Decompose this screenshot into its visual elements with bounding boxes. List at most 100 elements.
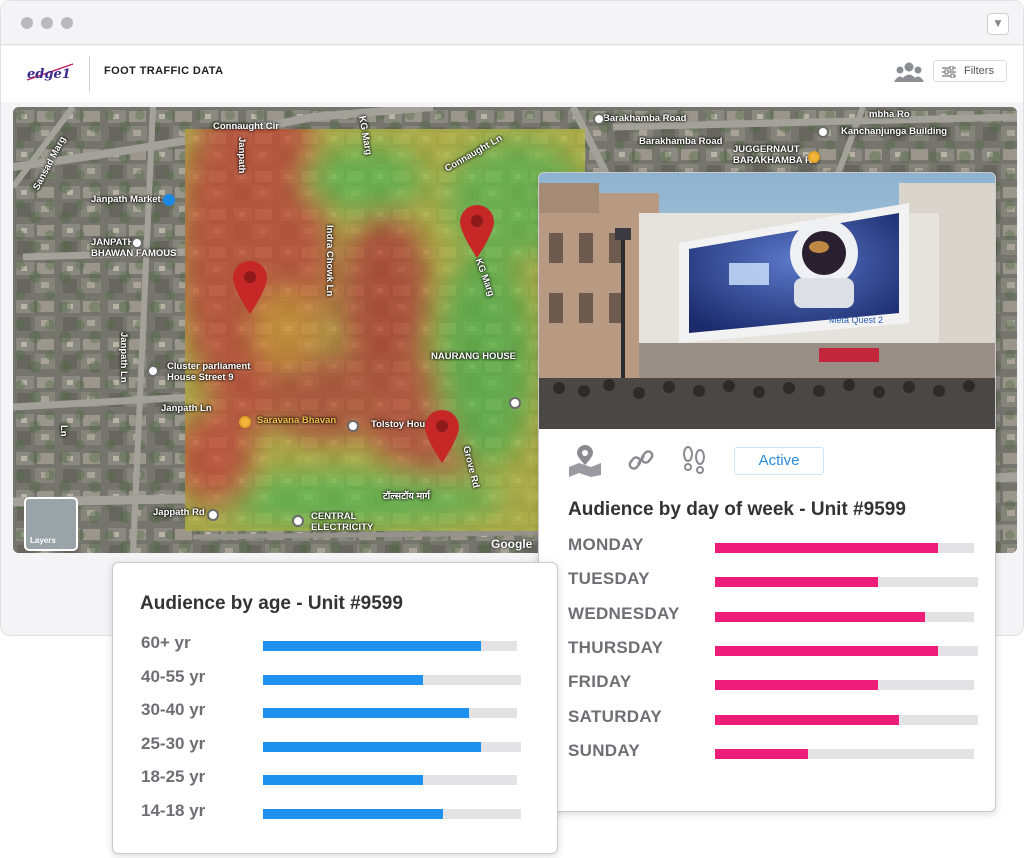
map-label-central-electricity: CENTRAL ELECTRICITY <box>311 511 374 533</box>
poi-janpath-bhawan-icon[interactable] <box>131 237 143 249</box>
svg-text:edge1: edge1 <box>27 67 71 82</box>
map-label-janpath-bhawan: JANPATH BHAWAN FAMOUS <box>91 237 177 259</box>
app-header: edge1 FOOT TRAFFIC DATA Filters <box>1 46 1023 102</box>
day-row: SUNDAY <box>568 741 988 771</box>
poi-janpath-market-icon[interactable] <box>163 194 175 206</box>
filters-label: Filters <box>964 65 994 77</box>
map-label-indra-chowk: Indra Chowk Ln <box>324 225 335 297</box>
page-title: FOOT TRAFFIC DATA <box>104 65 224 77</box>
day-bar-fill <box>715 577 878 588</box>
age-bar-track <box>263 641 517 651</box>
day-label: SATURDAY <box>568 706 663 726</box>
age-bar-track <box>263 674 521 685</box>
day-bar-fill <box>715 748 808 759</box>
map-label-road-sw: Ln <box>58 425 69 437</box>
age-label: 18-25 yr <box>141 767 206 787</box>
map-label-connaught-cir: Connaught Cir <box>213 121 279 132</box>
age-label: 25-30 yr <box>141 733 206 753</box>
day-bar-fill <box>715 680 878 691</box>
age-bar-track <box>263 708 517 719</box>
map-label-naurang-house: NAURANG HOUSE <box>431 351 516 362</box>
day-label: FRIDAY <box>568 672 632 692</box>
map-label-barakhamba-road-2: Barakhamba Road <box>639 136 723 147</box>
day-bar-fill <box>715 543 938 553</box>
map-label-cluster-parliament: Cluster parliament House Street 9 <box>167 361 251 383</box>
audience-users-icon[interactable] <box>894 61 924 83</box>
map-label-road-e1: mbha Ro <box>869 109 910 120</box>
map-label-barakhamba-road: Barakhamba Road <box>603 113 687 124</box>
poi-central-electricity-icon[interactable] <box>292 515 304 527</box>
unit-details-card: Meta Quest 2 <box>538 172 996 812</box>
layers-label: Layers <box>30 536 56 545</box>
day-bar-fill <box>715 714 899 725</box>
link-icon[interactable] <box>627 445 655 475</box>
age-bar-track <box>263 741 521 752</box>
day-bar-track <box>715 748 974 759</box>
day-bar-track <box>715 714 978 725</box>
map-location-icon[interactable] <box>567 445 603 477</box>
age-label: 14-18 yr <box>141 801 206 820</box>
day-label: TUESDAY <box>568 569 650 589</box>
filters-button[interactable]: Filters <box>933 60 1007 82</box>
day-bar-track <box>715 680 974 691</box>
poi-juggernaut-icon[interactable] <box>808 151 820 163</box>
map-label-janpath-ln-2: Janpath Ln <box>161 403 212 414</box>
location-pin-2-icon[interactable] <box>458 203 496 259</box>
day-bar-fill <box>715 645 938 656</box>
map-label-janpath-market: Janpath Market <box>91 194 161 205</box>
poi-saravana-icon[interactable] <box>239 416 251 428</box>
unit-icon-row: Active <box>539 443 995 479</box>
day-row: MONDAY <box>568 535 988 565</box>
age-row: 18-25 yr <box>141 767 541 797</box>
age-label: 60+ yr <box>141 633 191 652</box>
map-label-kanchanjunga: Kanchanjunga Building <box>841 126 948 137</box>
age-bar-fill <box>263 775 423 786</box>
day-bar-track <box>715 645 978 656</box>
age-chart-title: Audience by age - Unit #9599 <box>140 593 403 614</box>
age-bar-fill <box>263 809 443 819</box>
map-label-jappath-rd: Jappath Rd <box>153 507 205 518</box>
day-bar-track <box>715 543 974 553</box>
age-bar-fill <box>263 708 469 719</box>
layers-button[interactable]: Layers <box>24 497 78 551</box>
billboard-photo: Meta Quest 2 <box>539 173 995 429</box>
window-dot-2[interactable] <box>41 17 53 29</box>
age-bar-fill <box>263 641 481 651</box>
heatmap-map[interactable]: Connaught Cir Sansad Marg Janpath Market… <box>13 107 1017 553</box>
map-label-juggernaut: JUGGERNAUT BARAKHAMBA RD <box>733 144 819 166</box>
location-pin-1-icon[interactable] <box>231 259 269 315</box>
day-bar-track <box>715 577 978 588</box>
age-row: 25-30 yr <box>141 734 541 764</box>
day-label: WEDNESDAY <box>568 603 680 623</box>
age-row: 14-18 yr <box>141 801 541 831</box>
map-label-tolstoy-house: Tolstoy House <box>371 419 436 430</box>
map-label-janpath: Janpath <box>236 137 247 174</box>
map-label-saravana-bhavan: Saravana Bhavan <box>257 415 337 426</box>
age-row: 30-40 yr <box>141 700 541 730</box>
poi-jappath-icon[interactable] <box>207 509 219 521</box>
location-pin-3-icon[interactable] <box>423 408 461 464</box>
day-chart-title: Audience by day of week - Unit #9599 <box>568 499 906 520</box>
age-label: 30-40 yr <box>141 700 206 720</box>
window-dot-1[interactable] <box>21 17 33 29</box>
poi-barakhamba-icon[interactable] <box>593 113 605 125</box>
age-bar-track <box>263 775 517 786</box>
age-bar-track <box>263 809 521 819</box>
poi-tolstoy-icon[interactable] <box>347 420 359 432</box>
window-dot-3[interactable] <box>61 17 73 29</box>
day-label: THURSDAY <box>568 637 664 657</box>
day-bar-track <box>715 611 974 622</box>
age-bar-fill <box>263 674 423 685</box>
footsteps-icon[interactable] <box>679 445 709 475</box>
svg-text:Meta Quest 2: Meta Quest 2 <box>829 315 883 325</box>
day-row: SATURDAY <box>568 707 988 737</box>
poi-cluster-icon[interactable] <box>147 365 159 377</box>
poi-kanchanjunga-icon[interactable] <box>817 126 829 138</box>
age-row: 40-55 yr <box>141 667 541 697</box>
age-label: 40-55 yr <box>141 666 206 686</box>
edge1-logo: edge1 <box>26 63 74 82</box>
window-titlebar: ▼ <box>1 1 1023 45</box>
status-badge[interactable]: Active <box>734 447 824 475</box>
poi-east-icon[interactable] <box>509 397 521 409</box>
window-menu-chevron-icon[interactable]: ▼ <box>987 13 1009 35</box>
